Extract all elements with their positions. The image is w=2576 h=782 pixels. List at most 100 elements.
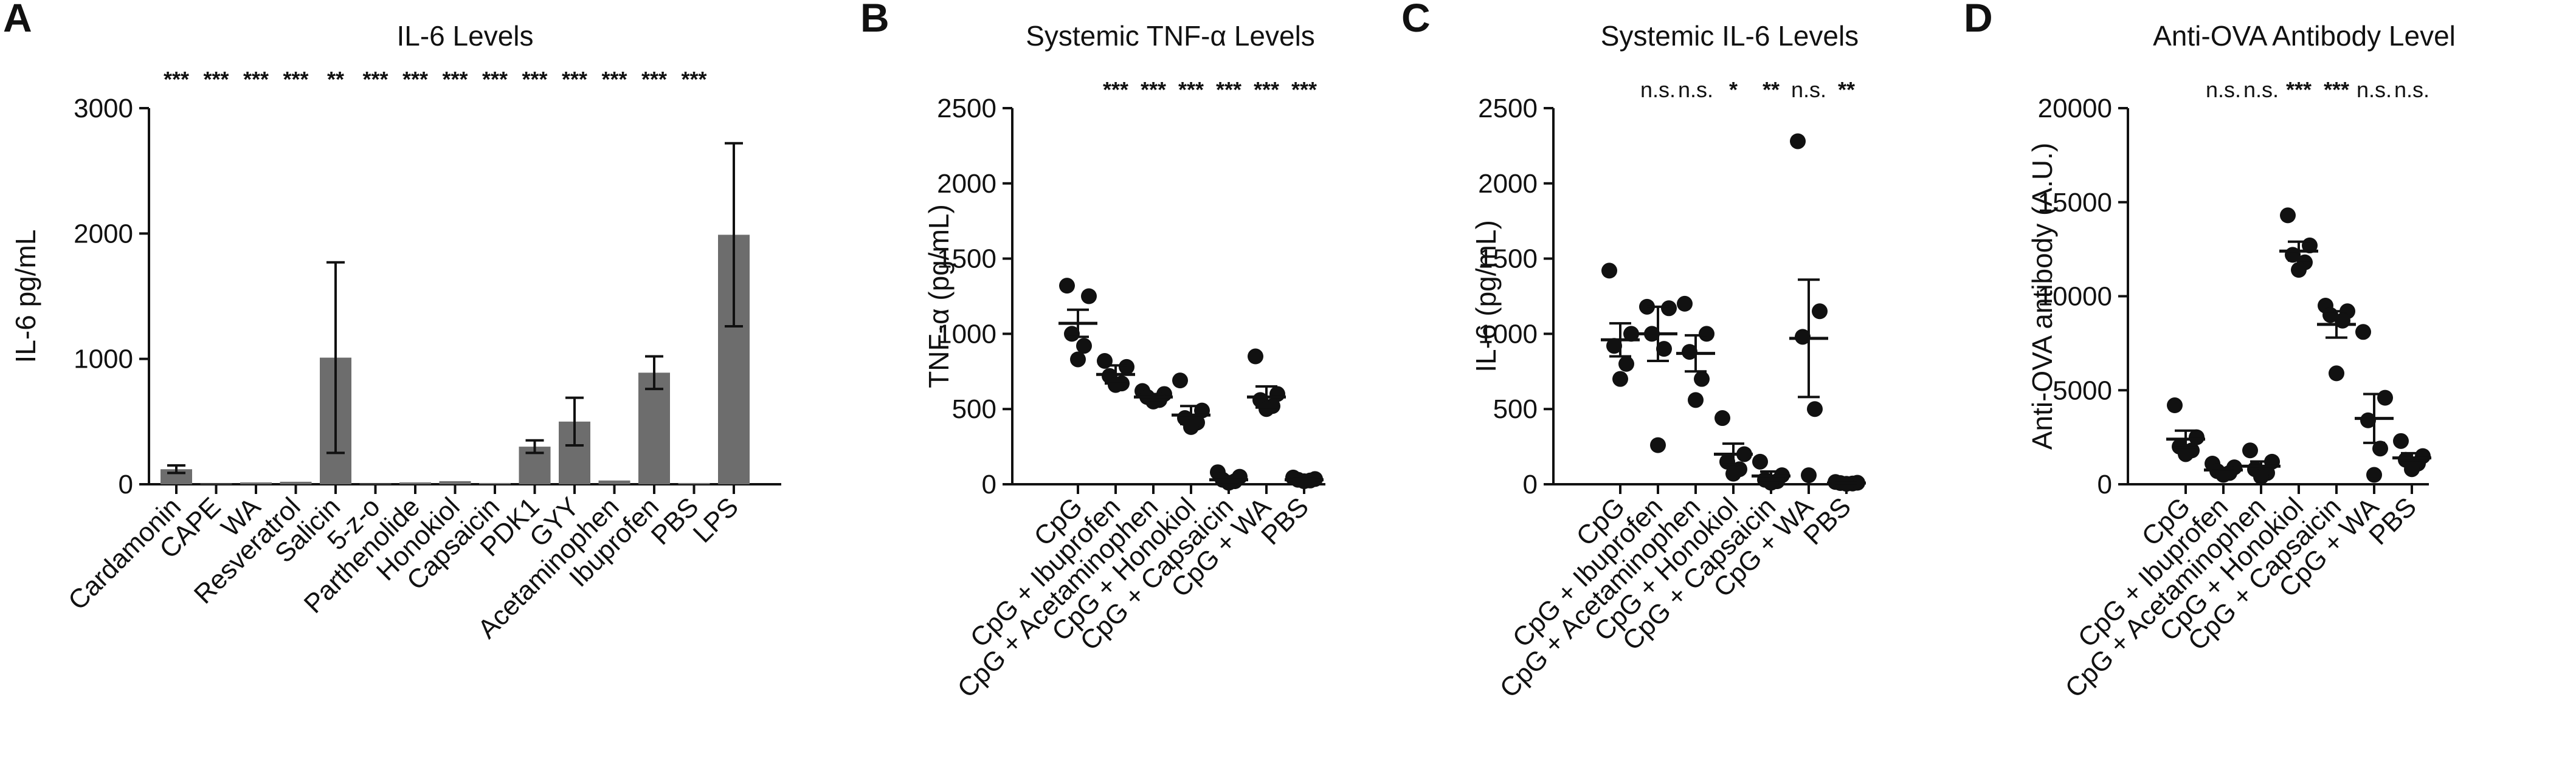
significance-marker: *** — [1178, 77, 1204, 102]
y-tick-label: 1500 — [937, 244, 996, 274]
significance-marker: *** — [1141, 77, 1166, 102]
y-tick-label: 0 — [2098, 470, 2112, 499]
panel-label: B — [860, 0, 889, 40]
data-point — [1623, 326, 1639, 342]
significance-marker: ** — [1763, 77, 1780, 102]
data-point — [2355, 324, 2371, 340]
data-point — [1108, 377, 1124, 393]
significance-marker: ** — [1838, 77, 1855, 102]
data-point — [1763, 475, 1779, 491]
y-tick-label: 3000 — [74, 94, 133, 123]
significance-marker: * — [1729, 77, 1738, 102]
y-tick-label: 0 — [1523, 470, 1538, 499]
data-point — [1606, 338, 1622, 354]
significance-marker: n.s. — [1791, 77, 1826, 102]
bar — [598, 480, 630, 484]
significance-marker: *** — [2324, 77, 2349, 102]
significance-marker: *** — [522, 67, 547, 92]
data-point — [1807, 401, 1823, 417]
data-point — [2404, 461, 2420, 478]
y-tick-label: 1000 — [1478, 319, 1538, 349]
y-axis-label: Anti-OVA antibody (A.U.) — [2026, 143, 2058, 450]
data-point — [1618, 355, 1634, 372]
y-axis-label: IL-6 pg/mL — [10, 230, 41, 363]
significance-marker: *** — [1103, 77, 1128, 102]
y-tick-label: 1500 — [1478, 244, 1538, 274]
data-point — [2329, 365, 2344, 382]
y-tick-label: 2000 — [74, 219, 133, 249]
y-tick-label: 500 — [1493, 394, 1538, 424]
data-point — [1656, 341, 1672, 357]
data-point — [1259, 401, 1274, 417]
y-tick-label: 1000 — [937, 319, 996, 349]
data-point — [1172, 372, 1188, 389]
y-axis-label: IL-6 (pg/mL) — [1470, 220, 1502, 372]
data-point — [1752, 453, 1768, 470]
y-tick-label: 10000 — [2038, 282, 2112, 312]
significance-marker: *** — [562, 67, 587, 92]
data-point — [2377, 389, 2393, 406]
y-tick-label: 1000 — [74, 345, 133, 374]
significance-marker: *** — [482, 67, 508, 92]
significance-marker: *** — [1291, 77, 1317, 102]
data-point — [2167, 397, 2183, 414]
data-point — [1699, 326, 1714, 342]
significance-marker: *** — [442, 67, 468, 92]
significance-marker: *** — [1254, 77, 1279, 102]
panel-label: A — [3, 0, 32, 40]
chart-title: Anti-OVA Antibody Level — [2153, 20, 2456, 52]
significance-marker: n.s. — [2394, 77, 2429, 102]
data-point — [1601, 262, 1617, 279]
data-point — [1070, 351, 1086, 368]
y-tick-label: 2000 — [1478, 169, 1538, 199]
significance-marker: *** — [283, 67, 308, 92]
data-point — [1677, 295, 1693, 312]
significance-marker: *** — [1216, 77, 1241, 102]
significance-marker: *** — [402, 67, 428, 92]
significance-marker: ** — [327, 67, 344, 92]
data-point — [1714, 410, 1730, 427]
significance-marker: *** — [203, 67, 229, 92]
y-tick-label: 15000 — [2038, 188, 2112, 218]
data-point — [1248, 348, 1263, 365]
data-point — [1725, 465, 1741, 482]
data-point — [2393, 433, 2409, 449]
significance-marker: *** — [243, 67, 269, 92]
data-point — [2372, 441, 2388, 457]
significance-marker: n.s. — [2206, 77, 2241, 102]
bar — [439, 481, 471, 484]
data-point — [1119, 358, 1134, 375]
data-point — [2242, 442, 2258, 459]
panel-label: C — [1401, 0, 1431, 40]
bar — [399, 482, 431, 484]
chart-title: Systemic TNF-α Levels — [1026, 20, 1315, 52]
data-point — [1801, 467, 1817, 484]
data-point — [1812, 303, 1828, 320]
chart-title: IL-6 Levels — [396, 20, 533, 52]
data-point — [2366, 467, 2382, 483]
significance-marker: *** — [641, 67, 667, 92]
data-point — [1650, 437, 1666, 453]
panel-label: D — [1964, 0, 1993, 40]
chart-title: Systemic IL-6 Levels — [1601, 20, 1859, 52]
significance-marker: *** — [362, 67, 388, 92]
significance-marker: *** — [2286, 77, 2312, 102]
significance-marker: *** — [681, 67, 706, 92]
y-tick-label: 2000 — [937, 169, 996, 199]
data-point — [1790, 133, 1806, 149]
panel-b: B Systemic TNF-α Levels TNF-α (pg/mL) 0 500 1… — [860, 0, 1325, 704]
data-point — [1076, 338, 1092, 354]
significance-marker: *** — [601, 67, 627, 92]
bar — [280, 481, 312, 484]
panel-c: C Systemic IL-6 Levels IL-6 (pg/mL) 0 500 100… — [1401, 0, 1866, 704]
y-axis-label: TNF-α (pg/mL) — [923, 204, 955, 388]
y-tick-label: 2500 — [937, 94, 996, 123]
significance-marker: n.s. — [1640, 77, 1676, 102]
y-tick-label: 0 — [982, 470, 996, 499]
significance-marker: n.s. — [1678, 77, 1713, 102]
data-point — [1694, 371, 1710, 387]
data-point — [2253, 468, 2269, 485]
data-point — [2189, 429, 2205, 445]
significance-marker: *** — [164, 67, 189, 92]
